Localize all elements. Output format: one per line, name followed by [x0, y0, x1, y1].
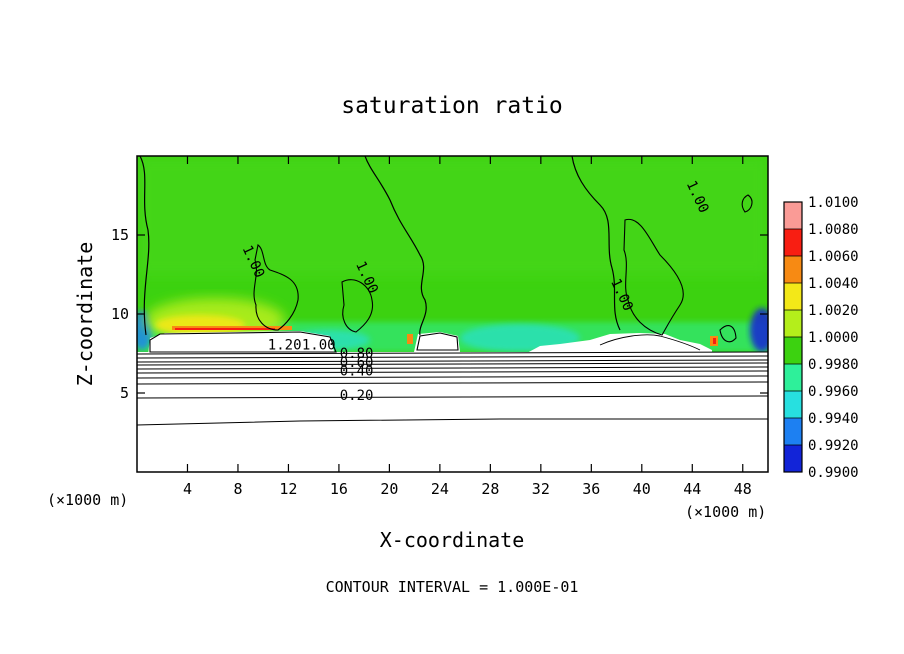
contour-interval-note: CONTOUR INTERVAL = 1.000E-01 [326, 578, 579, 596]
colorbar-segment [784, 391, 802, 418]
heatmap-field [137, 156, 768, 472]
x-tick-label: 24 [431, 480, 449, 498]
stable-layer-contours [137, 351, 768, 426]
colorbar-label: 1.0080 [808, 222, 859, 238]
contour-label: 0.20 [340, 388, 374, 404]
x-tick-label: 48 [734, 480, 752, 498]
y-tick-label: 5 [120, 384, 129, 402]
x-tick-label: 8 [233, 480, 242, 498]
contour-line-right-edge [741, 194, 753, 213]
red-line [175, 328, 275, 330]
x-unit-left: (×1000 m) [47, 491, 128, 509]
contour-label: 0.80 [340, 346, 374, 362]
contour-line-right-blob [623, 218, 684, 336]
colorbar-label: 1.0000 [808, 330, 859, 346]
cloud-outline-mid [416, 332, 459, 351]
x-tick-label: 20 [380, 480, 398, 498]
white-cloud-mid [414, 332, 460, 352]
orange-region [155, 315, 245, 335]
colorbar-label: 0.9940 [808, 411, 859, 427]
x-tick-label: 28 [481, 480, 499, 498]
colorbar-segment [784, 310, 802, 337]
blue-patch-right [750, 308, 768, 352]
colorbar-label: 1.0020 [808, 303, 859, 319]
chart-title: saturation ratio [341, 93, 563, 119]
colorbar-label: 0.9960 [808, 384, 859, 400]
x-tick-label: 44 [683, 480, 701, 498]
white-cloud-right [525, 333, 712, 354]
contour-label: 1.00 [302, 338, 336, 354]
orange-spot-1 [407, 334, 413, 344]
contour-line-right [571, 156, 621, 331]
colorbar-label: 1.0100 [808, 195, 859, 211]
contour-line-right-lower [719, 325, 737, 343]
contour-label: 0.60 [340, 355, 374, 371]
colorbar-segment [784, 256, 802, 283]
colorbar-segment [784, 337, 802, 364]
contour-label: 1.20 [268, 338, 302, 354]
colorbar-segment [784, 418, 802, 445]
colorbar-segment [784, 364, 802, 391]
y-tick-label: 10 [111, 305, 129, 323]
y-tick-label: 15 [111, 226, 129, 244]
colorbar-label: 0.9920 [808, 438, 859, 454]
x-unit-right: (×1000 m) [685, 503, 766, 521]
contour-line-mid-blob [341, 279, 374, 333]
colorbar-label: 0.9980 [808, 357, 859, 373]
colorbar: 1.0100 1.0080 1.0060 1.0040 1.0020 1.0000 0.99… [783, 195, 859, 481]
contour-line-mid [364, 156, 427, 336]
upper-light-band [137, 156, 768, 276]
x-tick-label: 4 [183, 480, 192, 498]
x-axis-label: X-coordinate [380, 528, 525, 552]
colorbar-label: 1.0040 [808, 276, 859, 292]
x-tick-label: 40 [633, 480, 651, 498]
x-tick-label: 12 [279, 480, 297, 498]
cloud-outline-right [599, 334, 701, 351]
red-spot-2 [713, 338, 716, 344]
y-axis-label: Z-coordinate [73, 242, 97, 387]
white-cloud-left [148, 331, 335, 355]
contour-line-left [139, 156, 150, 336]
contour-label: 0.40 [340, 364, 374, 380]
colorbar-segment [784, 202, 802, 229]
cloud-outline-left [149, 331, 337, 353]
x-tick-label: 32 [532, 480, 550, 498]
colorbar-label: 1.0060 [808, 249, 859, 265]
contour-line-left-blob [253, 244, 299, 331]
white-below-scale [137, 352, 768, 472]
y-axis-ticks: 5 10 15 [111, 226, 768, 402]
colorbar-label: 0.9900 [808, 465, 859, 481]
colorbar-segment [784, 283, 802, 310]
colorbar-segment [784, 445, 802, 472]
x-axis-ticks: 4 8 12 16 20 24 28 32 36 40 44 48 [183, 156, 752, 498]
x-tick-label: 16 [330, 480, 348, 498]
x-tick-label: 36 [582, 480, 600, 498]
colorbar-segment [784, 229, 802, 256]
